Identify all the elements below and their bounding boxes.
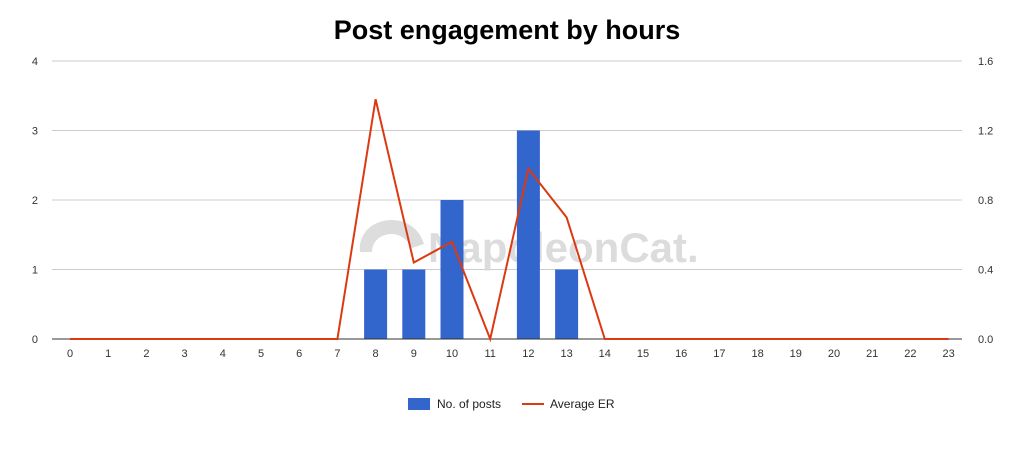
y-right-tick-label: 0.8: [978, 195, 993, 207]
y-right-tick-label: 1.6: [978, 56, 993, 68]
x-tick-label: 17: [713, 348, 725, 360]
gridlines: [52, 60, 962, 270]
bars: [364, 130, 579, 339]
x-tick-label: 2: [143, 348, 149, 360]
x-tick-label: 18: [751, 348, 763, 360]
bar-hour-9: [402, 269, 426, 339]
y-axis-right-ticks: 0.0 0.4 0.8 1.2 1.6: [978, 56, 993, 346]
line-series: [69, 98, 949, 343]
y-left-tick-label: 4: [32, 56, 38, 68]
x-tick-label: 19: [790, 348, 802, 360]
x-tick-label: 4: [220, 348, 226, 360]
legend: No. of posts Average ER: [408, 397, 615, 411]
x-tick-label: 7: [334, 348, 340, 360]
x-axis-ticks: 0 1 2 3 4 5 6 7 8 9 10 11 12 13 14 15 16 17 18 19 20 21 22 23: [67, 348, 955, 360]
legend-swatch-posts: [408, 398, 430, 410]
chart-title: Post engagement by hours: [334, 15, 681, 45]
x-tick-label: 0: [67, 348, 73, 360]
legend-label-posts: No. of posts: [437, 397, 501, 411]
x-tick-label: 10: [446, 348, 458, 360]
x-tick-label: 1: [105, 348, 111, 360]
legend-label-er: Average ER: [550, 397, 615, 411]
x-tick-label: 23: [942, 348, 954, 360]
x-tick-label: 11: [484, 348, 495, 360]
bar-hour-12: [516, 130, 540, 339]
x-tick-label: 12: [522, 348, 534, 360]
watermark-logo-icon: [359, 220, 424, 252]
bar-hour-13: [555, 269, 579, 339]
line-average-er: [70, 98, 949, 343]
y-axis-left-ticks: 0 1 2 3 4: [32, 56, 38, 346]
x-tick-label: 5: [258, 348, 264, 360]
bar-hour-10: [440, 200, 464, 339]
y-left-tick-label: 0: [32, 334, 38, 346]
x-tick-label: 13: [560, 348, 572, 360]
x-tick-label: 20: [828, 348, 840, 360]
x-tick-label: 8: [373, 348, 379, 360]
x-tick-label: 3: [182, 348, 188, 360]
y-right-tick-label: 1.2: [978, 126, 993, 138]
y-right-tick-label: 0.4: [978, 265, 993, 277]
x-tick-label: 16: [675, 348, 687, 360]
y-left-tick-label: 1: [32, 265, 38, 277]
x-tick-label: 21: [866, 348, 878, 360]
x-tick-label: 22: [904, 348, 916, 360]
watermark-text: NapoleonCat.: [428, 224, 699, 271]
y-left-tick-label: 2: [32, 195, 38, 207]
x-tick-label: 9: [411, 348, 417, 360]
x-tick-label: 14: [599, 348, 611, 360]
bar-hour-8: [364, 269, 388, 339]
y-left-tick-label: 3: [32, 126, 38, 138]
x-tick-label: 6: [296, 348, 302, 360]
x-tick-label: 15: [637, 348, 649, 360]
y-right-tick-label: 0.0: [978, 334, 993, 346]
watermark: NapoleonCat.: [359, 220, 699, 271]
